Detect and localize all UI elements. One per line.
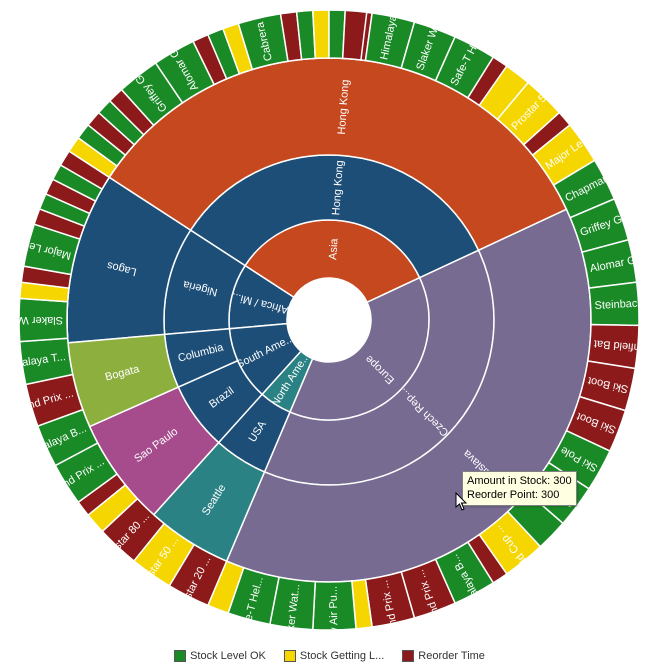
legend: Stock Level OK Stock Getting L... Reorder … — [0, 650, 659, 662]
legend-item[interactable]: Stock Getting L... — [284, 650, 384, 662]
center-hole — [287, 278, 371, 362]
sunburst-segment[interactable] — [19, 298, 68, 341]
legend-item[interactable]: Stock Level OK — [174, 650, 266, 662]
sunburst-chart-container: Africa / Mi...AsiaEuropeNorth Ame...Sout… — [0, 0, 659, 666]
sunburst-segment[interactable] — [313, 581, 356, 630]
legend-label: Reorder Time — [418, 650, 485, 662]
legend-label: Stock Level OK — [190, 650, 266, 662]
sunburst-segment[interactable] — [589, 282, 639, 325]
legend-swatch — [174, 650, 186, 662]
sunburst-svg[interactable]: Africa / Mi...AsiaEuropeNorth Ame...Sout… — [0, 0, 659, 640]
legend-swatch — [284, 650, 296, 662]
legend-label: Stock Getting L... — [300, 650, 384, 662]
legend-swatch — [402, 650, 414, 662]
sunburst-segment[interactable] — [313, 10, 329, 58]
legend-item[interactable]: Reorder Time — [402, 650, 485, 662]
